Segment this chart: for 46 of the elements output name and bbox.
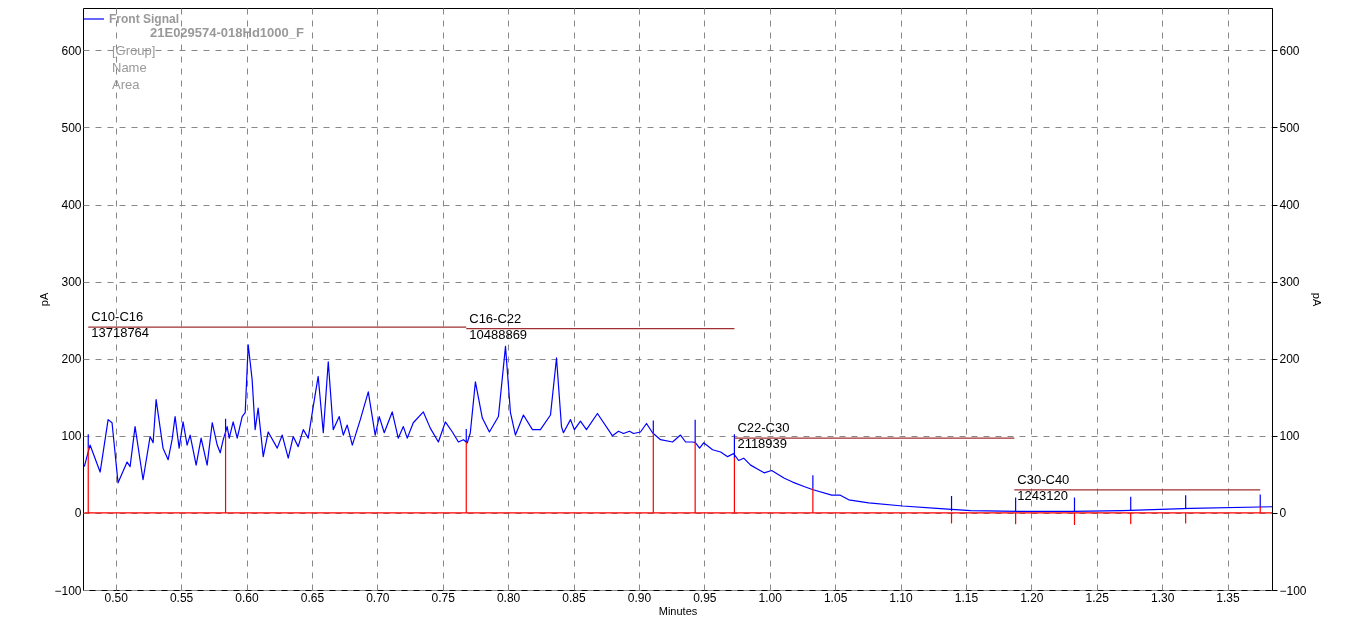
x-tick-label: 0.50 [104,590,129,605]
y2-tick-label: 200 [1279,352,1300,367]
y-tick-label: 400 [61,198,82,213]
x-tick-label: 0.60 [235,590,260,605]
x-tick-label: 1.35 [1216,590,1241,605]
y2-tick-label: 300 [1279,275,1300,290]
x-tick-label: 0.95 [693,590,717,605]
annotation: C10-C16 13718764 [91,309,150,341]
y2-tick-label: 0 [1279,506,1287,521]
y-tick-label: 600 [61,43,82,58]
y-tick-label: 100 [61,429,82,444]
y2-tick-label: 100 [1279,429,1300,444]
y2-tick-label: 400 [1279,198,1300,213]
y-tick-label: 200 [61,352,82,367]
annotation: C30-C40 1243120 [1017,471,1070,503]
y2-tick-label: 500 [1279,120,1300,135]
annotation: Name [112,60,147,75]
x-tick-label: 0.85 [562,590,587,605]
annotation: [Group] [112,43,156,58]
x-tick-label: 1.20 [1020,590,1044,605]
annotation: C16-C22 10488869 [469,310,528,342]
x-tick-label: 0.90 [627,590,652,605]
y-tick-label: 300 [61,275,82,290]
x-tick-label: 0.80 [496,590,521,605]
annotation: 21E029574-018Hd1000_F [150,25,305,40]
annotation: C22-C30 2118939 [737,420,790,452]
x-tick-label: 1.05 [823,590,848,605]
annotation: Area [112,77,141,92]
x-tick-label: 1.15 [954,590,979,605]
x-tick-label: 0.70 [366,590,390,605]
x-tick-label: 1.30 [1150,590,1175,605]
legend-label: Front Signal [109,12,179,26]
x-tick-label: 0.75 [431,590,456,605]
y2-tick-label: 600 [1279,43,1300,58]
y-tick-label: −100 [54,583,82,598]
x-axis-title: Minutes [658,604,698,617]
y-axis-title: pA [38,292,51,307]
x-tick-label: 1.25 [1085,590,1110,605]
x-tick-label: 1.10 [889,590,914,605]
y2-axis-title: pA [1310,292,1323,307]
x-tick-label: 0.65 [300,590,325,605]
y-tick-label: 0 [74,506,82,521]
x-tick-label: 0.55 [169,590,194,605]
y2-tick-label: −100 [1279,583,1307,598]
y-tick-label: 500 [61,120,82,135]
x-tick-label: 1.00 [758,590,783,605]
